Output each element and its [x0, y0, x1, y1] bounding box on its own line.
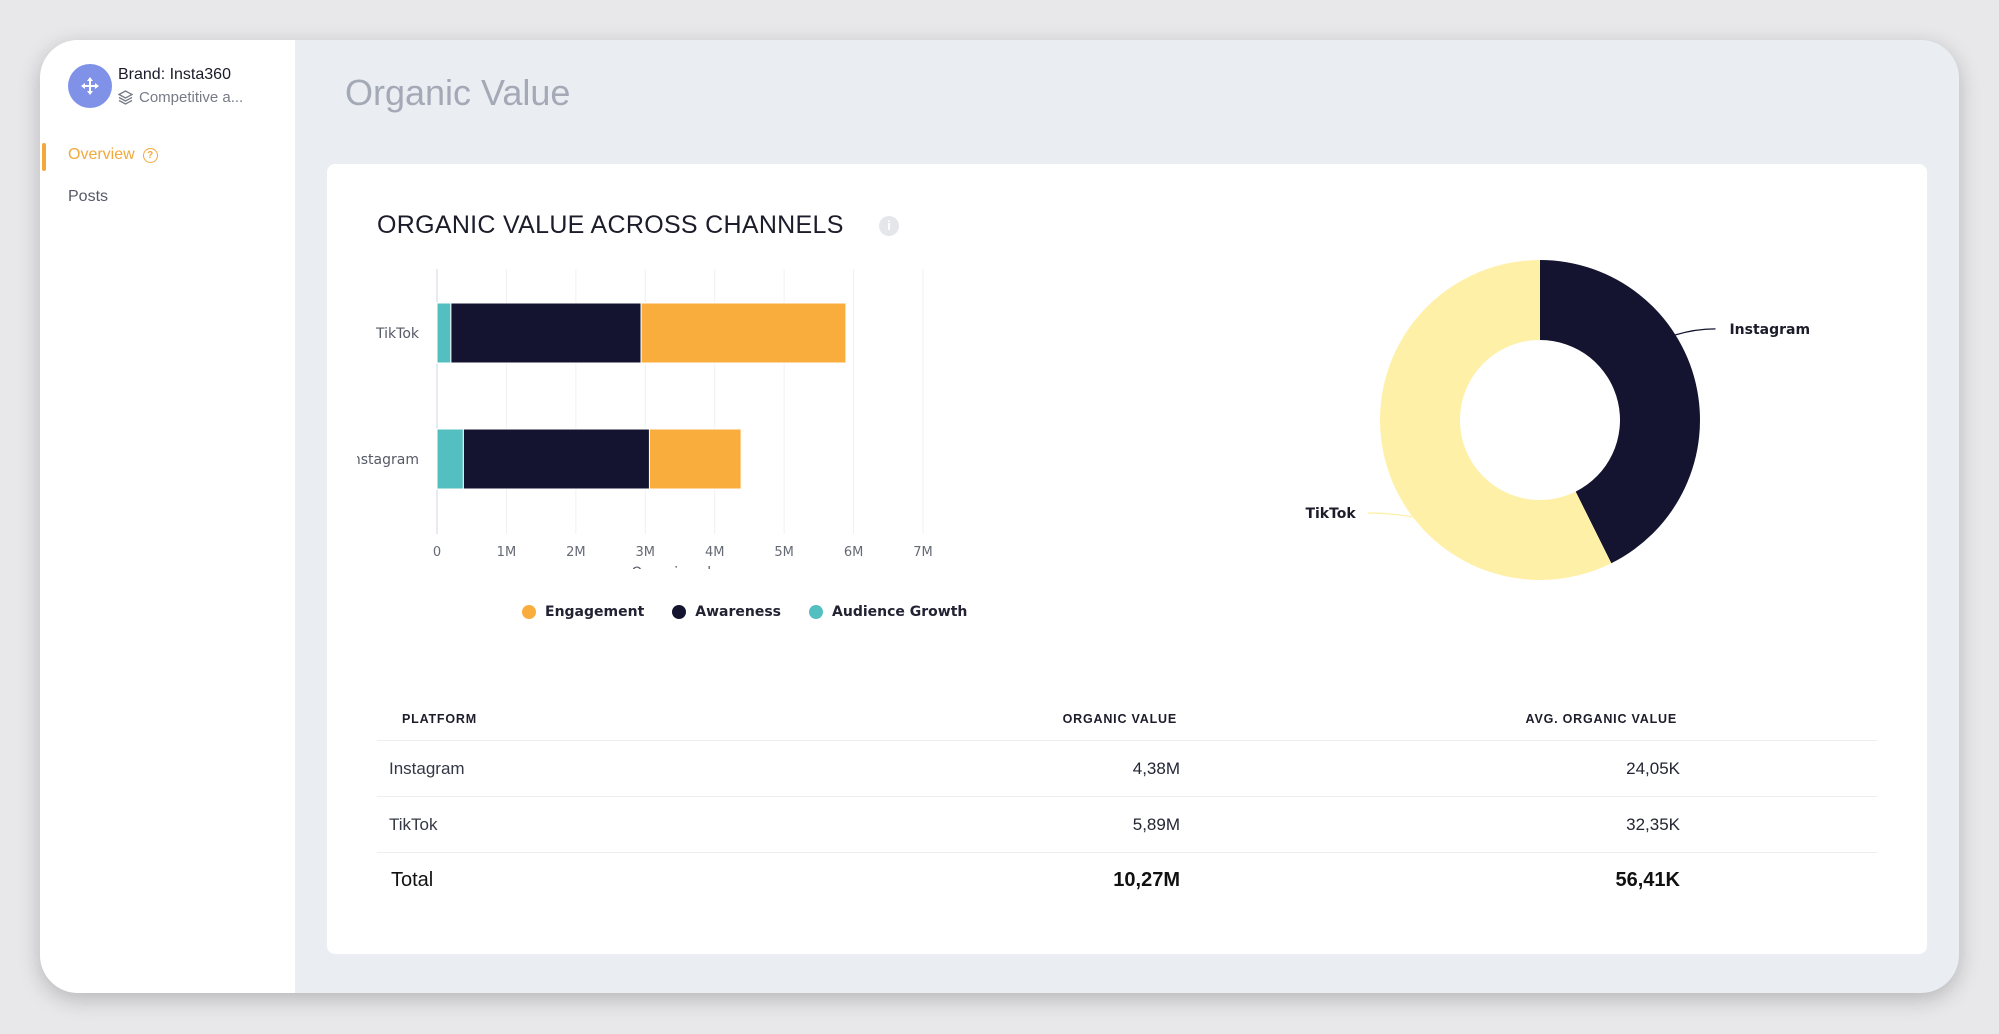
cell-total-avg-organic-value: 56,41K [1615, 869, 1681, 891]
donut-slice-label: Instagram [1729, 322, 1810, 338]
cell-platform: TikTok [389, 815, 438, 834]
donut-slice[interactable] [1380, 260, 1612, 580]
cell-avg-organic-value: 32,35K [1626, 815, 1680, 834]
cell-avg-organic-value: 24,05K [1626, 759, 1680, 778]
brand-name: Brand: Insta360 [118, 66, 231, 83]
donut-label-leader [1367, 512, 1413, 518]
x-tick-label: 3M [636, 545, 656, 560]
x-tick-label: 6M [844, 545, 864, 560]
legend-dot [522, 605, 536, 619]
table-row[interactable]: TikTok 5,89M 32,35K [377, 796, 1877, 853]
legend-engagement[interactable]: Engagement [522, 604, 644, 620]
bar-segment[interactable] [450, 302, 642, 364]
x-tick-label: 2M [566, 545, 586, 560]
donut-slice[interactable] [1540, 260, 1700, 564]
table-row[interactable]: Instagram 4,38M 24,05K [377, 740, 1877, 797]
legend-label: Audience Growth [832, 604, 968, 620]
x-tick-label: 0 [433, 545, 441, 560]
page-title: Organic Value [345, 72, 571, 113]
x-tick-label: 4M [705, 545, 725, 560]
donut-slice-label: TikTok [1305, 506, 1356, 522]
legend-label: Awareness [695, 604, 782, 620]
layers-icon [118, 90, 133, 105]
column-header-avg-organic-value[interactable]: AVG. ORGANIC VALUE [1525, 712, 1677, 726]
legend-dot [809, 605, 824, 619]
column-header-organic-value[interactable]: ORGANIC VALUE [1062, 712, 1177, 726]
bar-segment[interactable] [436, 302, 452, 364]
legend-audience-growth[interactable]: Audience Growth [809, 604, 967, 620]
x-tick-label: 7M [913, 545, 933, 560]
nav-active-indicator [42, 143, 46, 171]
bar-segment[interactable] [648, 428, 742, 490]
legend-dot [672, 605, 687, 619]
cell-total-label: Total [391, 869, 434, 891]
bar-segment[interactable] [640, 302, 847, 364]
x-tick-label: 5M [774, 545, 794, 560]
nav-item-label: Overview [68, 146, 135, 163]
nav-item-overview[interactable]: Overview ? [68, 146, 158, 164]
sidebar: Brand: Insta360 Competitive a... Overvie… [40, 40, 295, 993]
card-title: ORGANIC VALUE ACROSS CHANNELS [377, 211, 844, 239]
legend-label: Engagement [545, 604, 645, 620]
legend-awareness[interactable]: Awareness [672, 604, 781, 620]
donut-chart: Instagram TikTok [1305, 260, 1810, 580]
bar-segment[interactable] [462, 428, 650, 490]
cell-organic-value: 5,89M [1132, 815, 1180, 834]
y-tick-label: Instagram [357, 452, 419, 468]
x-tick-label: 1M [497, 545, 517, 560]
brand-subtitle: Competitive a... [118, 89, 243, 106]
chart-legend: Engagement Awareness Audience Growth [522, 604, 967, 620]
nav-item-label: Posts [68, 188, 109, 205]
brand-subtitle-text: Competitive a... [139, 89, 244, 106]
cell-total-organic-value: 10,27M [1113, 869, 1180, 891]
app-window: Brand: Insta360 Competitive a... Overvie… [40, 40, 1959, 993]
cell-organic-value: 4,38M [1132, 759, 1180, 778]
y-tick-label: TikTok [375, 326, 420, 342]
column-header-platform[interactable]: PLATFORM [402, 712, 477, 726]
info-icon[interactable]: i [879, 216, 899, 236]
brand-avatar[interactable] [68, 64, 112, 108]
move-icon [81, 77, 99, 95]
x-axis-label: Organic value [631, 565, 728, 569]
cell-platform: Instagram [389, 759, 465, 778]
bar-segment[interactable] [436, 428, 464, 490]
donut-label-leader [1675, 328, 1716, 336]
table-total-row: Total 10,27M 56,41K [377, 852, 1877, 909]
stacked-bar-chart: 0 1M 2M 3M 4M 5M 6M 7M Organic value TikTok Instag… [357, 269, 933, 569]
nav-item-posts[interactable]: Posts [68, 188, 108, 206]
organic-value-card: ORGANIC VALUE ACROSS CHANNELS i 0 1M 2M 3M 4… [327, 164, 1927, 954]
help-icon[interactable]: ? [142, 147, 158, 163]
